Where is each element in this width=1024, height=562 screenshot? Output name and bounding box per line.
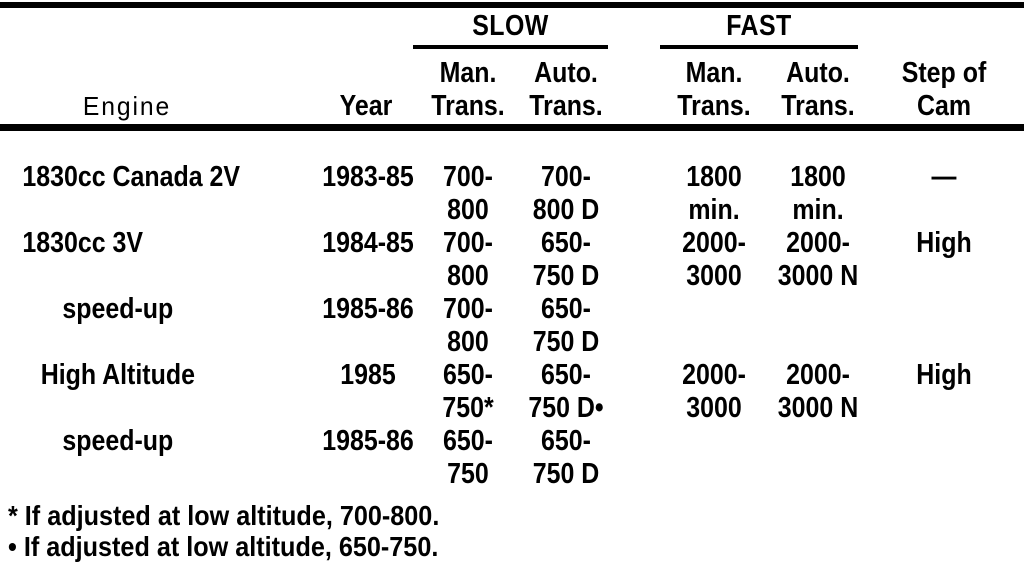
fast-auto-cell: 1800 min. [790,161,846,226]
year-cell: 1984-85 [322,227,414,259]
engine-cell: speed-up [0,425,268,491]
fast-auto-cell: 2000- 3000 N [777,227,859,292]
fast-man-cell: 2000- 3000 [682,359,746,424]
year-cell: 1985 [340,359,396,391]
fast-man-cell [666,293,762,359]
step-of-cam-cell: High [916,227,972,259]
fast-auto-cell [777,293,860,359]
engine-variant-name: speed-up [62,425,174,457]
column-gap [623,425,656,491]
slow-man-cell: 700- 800 [443,293,493,358]
fast-group-underline [660,45,858,49]
fast-man-cell: 1800 min. [686,161,742,226]
column-gap [623,227,656,293]
engine-cell: 1830cc Canada 2V [0,161,268,227]
engine-variant-name: speed-up [62,293,174,325]
fast-auto-cell: 2000- 3000 N [777,359,859,424]
group-header-slow: SLOW [472,10,549,42]
engine-name: 1830cc Canada 2V [22,161,241,193]
slow-auto-cell: 650- 750 D [532,425,600,490]
column-header-slow-man-trans: Man. Trans. [431,57,505,122]
group-header-fast: FAST [726,10,792,42]
column-gap [866,359,871,425]
column-gap [866,161,871,227]
column-header-fast-auto-trans: Auto. Trans. [781,57,855,122]
table-body: 1830cc Canada 2V 1983-85 700- 800 700- 8… [0,131,1024,491]
step-of-cam-cell: — [931,161,957,193]
slow-man-cell: 650- 750* [442,359,494,424]
footnotes: * If adjusted at low altitude, 700-800. … [8,500,487,562]
table-row: speed-up 1985-86 650- 750 650- 750 D [0,425,1024,491]
step-of-cam-cell [882,425,1006,491]
slow-man-cell: 700- 800 [443,227,493,292]
slow-auto-cell: 700- 800 D [532,161,600,226]
header-bottom-rule [0,124,1024,131]
engine-cell: 1830cc 3V [0,227,268,293]
column-header-slow-auto-trans: Auto. Trans. [529,57,603,122]
fast-man-cell: 2000- 3000 [682,227,746,292]
column-header-fast-man-trans: Man. Trans. [677,57,751,122]
slow-man-cell: 650- 750 [443,425,493,490]
column-header-engine: Engine [82,91,172,121]
slow-auto-cell: 650- 750 D [532,293,600,358]
column-gap [623,161,656,227]
column-gap [866,227,871,293]
column-header-year: Year [339,90,393,122]
table-row: speed-up 1985-86 700- 800 650- 750 D [0,293,1024,359]
table-row: High Altitude 1985 650- 750* 650- 750 D•… [0,359,1024,425]
engine-variant-name: High Altitude [40,359,195,391]
slow-group-underline [413,45,608,49]
slow-auto-cell: 650- 750 D [532,227,600,292]
column-gap [623,359,656,425]
footnote-bullet: • If adjusted at low altitude, 650-750. [8,531,439,562]
engine-cell: speed-up [0,293,268,359]
column-gap [866,425,871,491]
fast-man-cell [666,425,762,491]
column-gap [866,293,871,359]
table-top-rule [0,2,1024,8]
fast-auto-cell [777,425,860,491]
column-header-step-of-cam: Step of Cam [901,57,987,122]
table-row: 1830cc Canada 2V 1983-85 700- 800 700- 8… [0,161,1024,227]
step-of-cam-cell: High [916,359,972,391]
engine-cell: High Altitude [0,359,268,425]
table-row: 1830cc 3V 1984-85 700- 800 650- 750 D 20… [0,227,1024,293]
table-header: SLOW FAST Engine Year Man. Trans. Auto. … [0,0,1024,124]
slow-man-cell: 700- 800 [443,161,493,226]
step-of-cam-cell [882,293,1006,359]
slow-auto-cell: 650- 750 D• [528,359,604,424]
year-cell: 1985-86 [322,425,414,457]
engine-name: 1830cc 3V [22,227,144,259]
year-cell: 1985-86 [322,293,414,325]
footnote-asterisk: * If adjusted at low altitude, 700-800. [8,500,440,531]
column-gap [623,293,656,359]
year-cell: 1983-85 [322,161,414,193]
